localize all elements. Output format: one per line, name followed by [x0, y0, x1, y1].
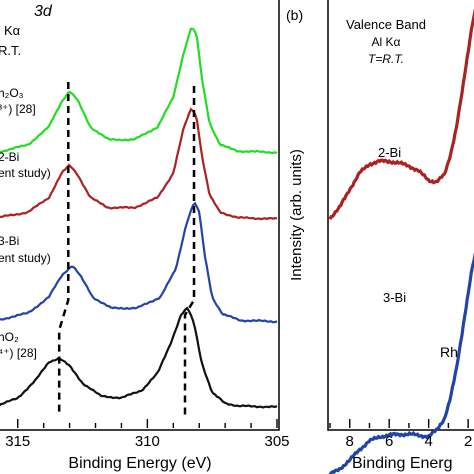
- panel-a-title-line-3: R.T.: [0, 43, 21, 58]
- panel-b-letter: (b): [286, 7, 303, 23]
- series-line-3-bi: [0, 201, 278, 324]
- series-label-2bi-line-1: 2-Bi: [0, 150, 19, 164]
- panel-a-title-line-1: 3d: [34, 3, 53, 20]
- panel-a-x-axis-label: Binding Energy (eV): [68, 455, 211, 472]
- vb-series-line-3-bi: [328, 252, 474, 474]
- panel-b-extra-label-rh: Rh: [440, 344, 458, 360]
- panel-b-traces: [328, 8, 474, 474]
- vb-x-tick-label: 4: [424, 433, 432, 450]
- panel-b-frame: [327, 0, 474, 431]
- panel-b-title-line-3: T=R.T.: [368, 52, 404, 66]
- vb-x-tick-label: 8: [346, 433, 354, 450]
- panel-a-peak-guides: [57, 82, 196, 415]
- panel-a-frame: [0, 0, 280, 431]
- vb-x-tick-label: 6: [385, 433, 393, 450]
- panel-a-title-line-2: Kα: [4, 23, 21, 38]
- panel-b-title-line-1: Valence Band: [346, 17, 426, 32]
- panel-b-x-ticks: 8 6 4 2: [329, 419, 472, 450]
- series-line-h2o3: [0, 27, 278, 155]
- vb-x-tick-label: 2: [464, 433, 472, 450]
- series-label-ho2-line-1: hO₂: [0, 330, 19, 344]
- panel-b-series-label-2bi: 2-Bi: [378, 145, 401, 160]
- series-label-3bi-line-1: 3-Bi: [0, 234, 19, 248]
- vb-series-line-2-bi: [328, 8, 474, 220]
- series-line-ho2: [0, 306, 278, 409]
- x-tick-label: 315: [5, 433, 30, 450]
- panel-a: 315 310 305 3d Kα R.T. h₂O₃ ³⁺) [28] 2-Bi …: [0, 0, 290, 472]
- x-tick-label: 310: [135, 433, 160, 450]
- panel-a-traces: [0, 27, 278, 409]
- peak-guide-line: [57, 82, 70, 415]
- series-label-3bi-line-2: ent study): [0, 251, 51, 265]
- panel-a-x-ticks: 315 310 305: [5, 419, 290, 450]
- panel-b-x-axis-label: Binding Energ: [352, 455, 453, 472]
- series-line-2-bi: [0, 107, 278, 221]
- x-tick-label: 305: [264, 433, 289, 450]
- series-label-2bi-line-2: ent study): [0, 166, 51, 180]
- series-label-ho2-line-2: ⁴⁺) [28]: [0, 346, 37, 360]
- panel-b-series-label-3bi: 3-Bi: [383, 290, 406, 305]
- series-label-h2o3-line-2: ³⁺) [28]: [0, 102, 36, 116]
- series-label-h2o3-line-1: h₂O₃: [0, 86, 24, 100]
- panel-b-y-axis-label: Intensity (arb. units): [288, 149, 305, 281]
- peak-guide-line: [183, 86, 196, 415]
- panel-b-title-line-2: Al Kα: [372, 35, 401, 49]
